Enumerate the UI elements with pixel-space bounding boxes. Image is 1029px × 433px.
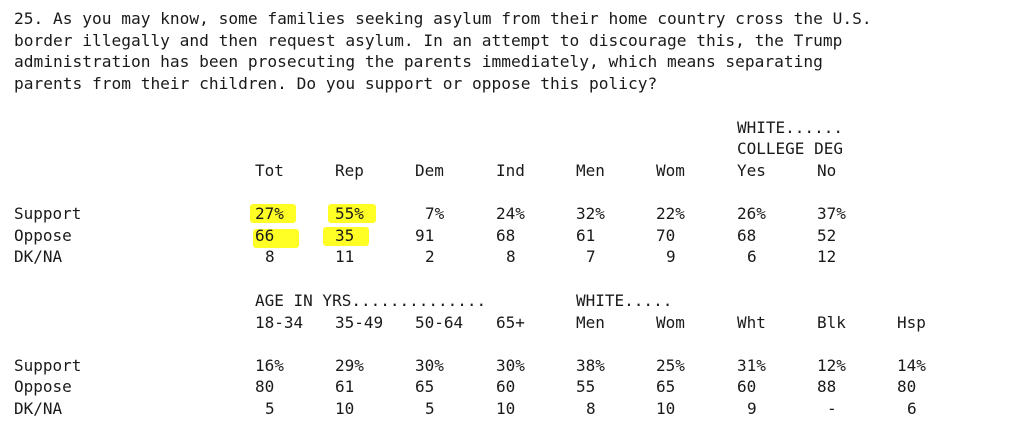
table1-cell: 7% [425, 204, 445, 223]
table2-col-men: Men [576, 313, 605, 332]
table1-cell: 32% [576, 204, 605, 223]
table1-cell: 55% [335, 204, 364, 223]
table2-col-hsp: Hsp [897, 313, 926, 332]
table1-cell: 27% [255, 204, 284, 223]
table1-cell: 9 [666, 247, 676, 266]
table2-col-35-49: 35-49 [335, 313, 384, 332]
table2-cell: 30% [415, 356, 444, 375]
table1-cell: 12 [817, 247, 837, 266]
table1-cell: 8 [506, 247, 516, 266]
table2-col-65plus: 65+ [496, 313, 525, 332]
question-line: border illegally and then request asylum… [14, 30, 843, 50]
table1-cell: 68 [737, 226, 757, 245]
table2-cell: 80 [897, 377, 917, 396]
table2-cell: 9 [747, 399, 757, 418]
table2-row-label-dkna: DK/NA [14, 399, 63, 418]
table2-col-wom: Wom [656, 313, 685, 332]
table1-group-header-college: COLLEGE DEG [737, 139, 843, 158]
table1-col-wom: Wom [656, 161, 685, 180]
highlight-rep-support [328, 204, 376, 223]
table1-cell: 11 [335, 247, 355, 266]
table2-row-label-oppose: Oppose [14, 377, 72, 396]
table2-col-18-34: 18-34 [255, 313, 304, 332]
table2-cell: 16% [255, 356, 284, 375]
table2-cell: 60 [737, 377, 757, 396]
table1-cell: 91 [415, 226, 435, 245]
table2-cell: 6 [907, 399, 917, 418]
table1-cell: 52 [817, 226, 837, 245]
table1-row-label-support: Support [14, 204, 82, 223]
table2-cell: 8 [586, 399, 596, 418]
table1-cell: 61 [576, 226, 596, 245]
question-line: administration has been prosecuting the … [14, 52, 823, 71]
table1-cell: 24% [496, 204, 525, 223]
table2-cell: 5 [265, 399, 275, 418]
question-line: 25. As you may know, some families seeki… [14, 9, 872, 28]
table2-cell: 80 [255, 377, 275, 396]
table2-cell: 30% [496, 356, 525, 375]
table1-col-yes: Yes [737, 161, 766, 180]
table1-cell: 7 [586, 247, 596, 266]
table2-cell: 88 [817, 377, 837, 396]
question-line: parents from their children. Do you supp… [14, 73, 658, 93]
table1-cell: 26% [737, 204, 766, 223]
table2-cell: 65 [656, 377, 676, 396]
table1-cell: 8 [265, 247, 275, 266]
table2-cell: - [827, 399, 837, 418]
table1-cell: 2 [425, 247, 435, 266]
table1-cell: 68 [496, 226, 516, 245]
table2-cell: 61 [335, 377, 355, 396]
table1-col-rep: Rep [335, 161, 364, 180]
table2-col-wht: Wht [737, 313, 766, 332]
table1-cell: 37% [817, 204, 846, 223]
highlight-rep-oppose [323, 227, 369, 246]
table1-cell: 22% [656, 204, 685, 223]
table1-cell: 66 [255, 226, 275, 245]
table2-cell: 29% [335, 356, 364, 375]
table1-col-no: No [817, 161, 837, 180]
table1-col-tot: Tot [255, 161, 284, 180]
table2-col-50-64: 50-64 [415, 313, 464, 332]
highlight-tot-oppose [253, 229, 299, 248]
table1-cell: 70 [656, 226, 676, 245]
table1-col-men: Men [576, 161, 605, 180]
table2-cell: 60 [496, 377, 516, 396]
table2-col-blk: Blk [817, 313, 846, 332]
table2-cell: 38% [576, 356, 605, 375]
table1-cell: 6 [747, 247, 757, 266]
table2-cell: 10 [496, 399, 516, 418]
table2-cell: 65 [415, 377, 435, 396]
table1-col-ind: Ind [496, 161, 525, 180]
table1-row-label-dkna: DK/NA [14, 247, 63, 266]
question-text: 25. As you may know, some families seeki… [14, 8, 1019, 94]
table2-cell: 25% [656, 356, 685, 375]
table1-row-label-oppose: Oppose [14, 226, 72, 245]
table2-cell: 12% [817, 356, 846, 375]
table1-cell: 35 [335, 226, 355, 245]
table2-row-label-support: Support [14, 356, 82, 375]
table1-col-dem: Dem [415, 161, 444, 180]
table2-cell: 31% [737, 356, 766, 375]
table2-group-header-age: AGE IN YRS.............. [255, 291, 487, 310]
table2-cell: 55 [576, 377, 596, 396]
table2-cell: 14% [897, 356, 926, 375]
table2-cell: 5 [425, 399, 435, 418]
table2-group-header-white: WHITE..... [576, 291, 673, 310]
highlight-tot-support [250, 204, 296, 223]
table1-group-header-white: WHITE...... [737, 118, 843, 137]
table2-cell: 10 [656, 399, 676, 418]
table2-cell: 10 [335, 399, 355, 418]
